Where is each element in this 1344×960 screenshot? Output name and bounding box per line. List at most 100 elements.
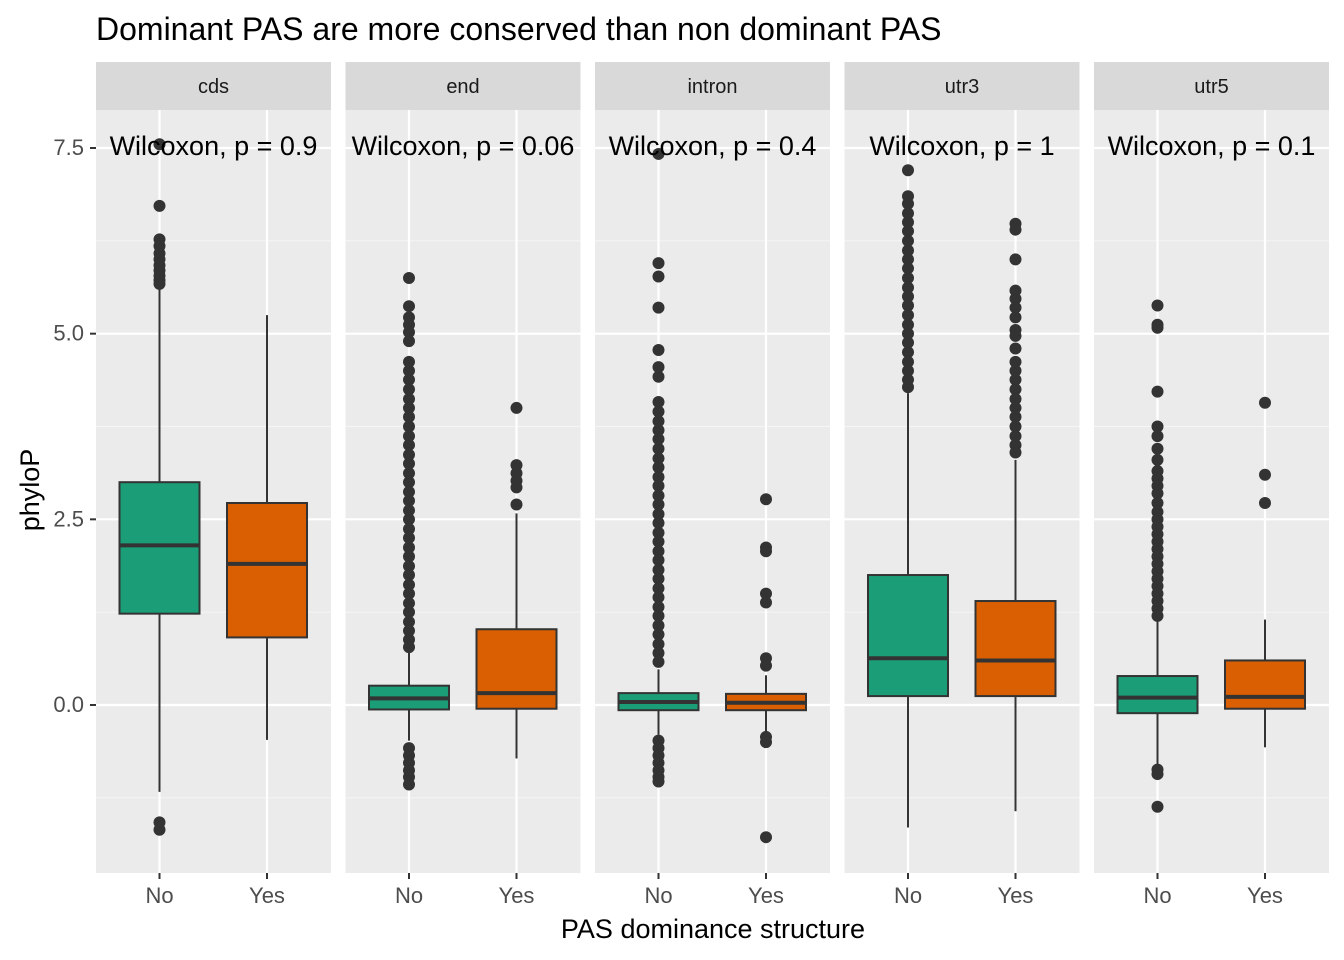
x-axis-title: PAS dominance structure (561, 914, 865, 944)
outlier-point (403, 569, 415, 582)
outlier-point (652, 147, 665, 160)
wilcoxon-annotation: Wilcoxon, p = 1 (869, 131, 1054, 161)
outlier-point (760, 831, 772, 844)
outlier-point (902, 253, 914, 266)
outlier-point (652, 775, 665, 788)
outlier-point (1009, 430, 1022, 443)
outlier-point (652, 655, 665, 668)
outlier-point (902, 225, 914, 238)
outlier-point (403, 326, 415, 339)
y-tick-label: 5.0 (53, 321, 84, 346)
box-yes (1224, 396, 1306, 748)
outlier-point (902, 262, 914, 275)
box-no (368, 271, 450, 791)
panel-content: Wilcoxon, p = 1 (844, 110, 1080, 873)
outlier-point (652, 270, 665, 283)
outlier-point (403, 778, 415, 791)
outlier-point (403, 615, 415, 628)
outlier-point (652, 257, 665, 270)
x-tick-label: No (894, 883, 922, 908)
wilcoxon-annotation: Wilcoxon, p = 0.06 (352, 131, 575, 161)
facet-strip-label: utr5 (1194, 76, 1228, 98)
outlier-point (403, 420, 415, 433)
y-tick-label: 7.5 (53, 135, 84, 160)
outlier-point (403, 578, 415, 591)
outlier-point (403, 587, 415, 600)
outlier-point (1009, 446, 1022, 459)
outlier-point (1151, 487, 1164, 500)
iqr-box (1116, 675, 1199, 715)
outlier-point (1009, 301, 1022, 314)
x-tick-label: Yes (249, 883, 285, 908)
iqr-box (974, 600, 1057, 698)
outlier-point (902, 346, 914, 359)
wilcoxon-annotation: Wilcoxon, p = 0.1 (1108, 131, 1316, 161)
outlier-point (652, 619, 665, 632)
facet-strip (96, 62, 331, 110)
outlier-point (403, 410, 415, 423)
outlier-point (1009, 292, 1022, 305)
facet-strip (345, 62, 581, 110)
outlier-point (652, 535, 665, 548)
outlier-point (403, 373, 415, 386)
outlier-point (652, 424, 665, 437)
outlier-point (403, 606, 415, 619)
outlier-point (403, 300, 415, 313)
outlier-point (902, 336, 914, 349)
outlier-point (403, 457, 415, 470)
outlier-point (652, 647, 665, 660)
outlier-point (1259, 468, 1271, 481)
iqr-box (475, 628, 558, 710)
facet-strip-label: intron (687, 76, 737, 98)
outlier-point (902, 244, 914, 257)
panel-content: Wilcoxon, p = 0.1 (1094, 110, 1329, 873)
iqr-box (867, 574, 949, 698)
x-tick-label: Yes (748, 883, 784, 908)
facet-strip (595, 62, 830, 110)
outlier-point (403, 430, 415, 443)
y-axis-title: phyloP (15, 449, 45, 532)
facet-cds: cds Wilcoxon, p = 0.9 No Yes (96, 62, 331, 908)
outlier-point (403, 504, 415, 517)
outlier-point (760, 736, 772, 749)
outlier-point (403, 597, 415, 610)
outlier-point (403, 531, 415, 544)
outlier-point (902, 327, 914, 340)
outlier-point (1259, 496, 1271, 509)
outlier-point (652, 545, 665, 558)
outlier-point (153, 823, 166, 836)
outlier-point (510, 498, 523, 511)
outlier-point (652, 609, 665, 622)
outlier-point (403, 448, 415, 461)
panel-background (345, 110, 581, 873)
outlier-point (902, 271, 914, 284)
facet-strip (1094, 62, 1329, 110)
outlier-point (153, 138, 166, 151)
outlier-point (403, 476, 415, 489)
y-tick-label: 0.0 (53, 692, 84, 717)
box-no (867, 164, 949, 828)
outlier-point (403, 383, 415, 396)
outlier-point (1151, 496, 1164, 509)
x-tick-label: No (1143, 883, 1171, 908)
y-axis: 0.0 2.5 5.0 7.5 (53, 135, 96, 717)
panel-background (595, 110, 830, 873)
wilcoxon-annotation: Wilcoxon, p = 0.4 (609, 131, 817, 161)
outlier-point (652, 405, 665, 418)
outlier-point (1009, 401, 1022, 414)
outlier-point (652, 395, 665, 408)
chart-title: Dominant PAS are more conserved than non… (96, 11, 942, 47)
outlier-point (652, 489, 665, 502)
outlier-point (1009, 373, 1022, 386)
outlier-point (652, 461, 665, 474)
x-tick-label: Yes (998, 883, 1034, 908)
outlier-point (1009, 342, 1022, 355)
facet-strip-label: end (446, 76, 479, 98)
outlier-point (760, 545, 772, 558)
outlier-point (902, 318, 914, 331)
x-tick-label: No (395, 883, 423, 908)
outlier-point (1009, 223, 1022, 236)
facet-strip-label: cds (198, 76, 229, 98)
outlier-point (652, 517, 665, 530)
